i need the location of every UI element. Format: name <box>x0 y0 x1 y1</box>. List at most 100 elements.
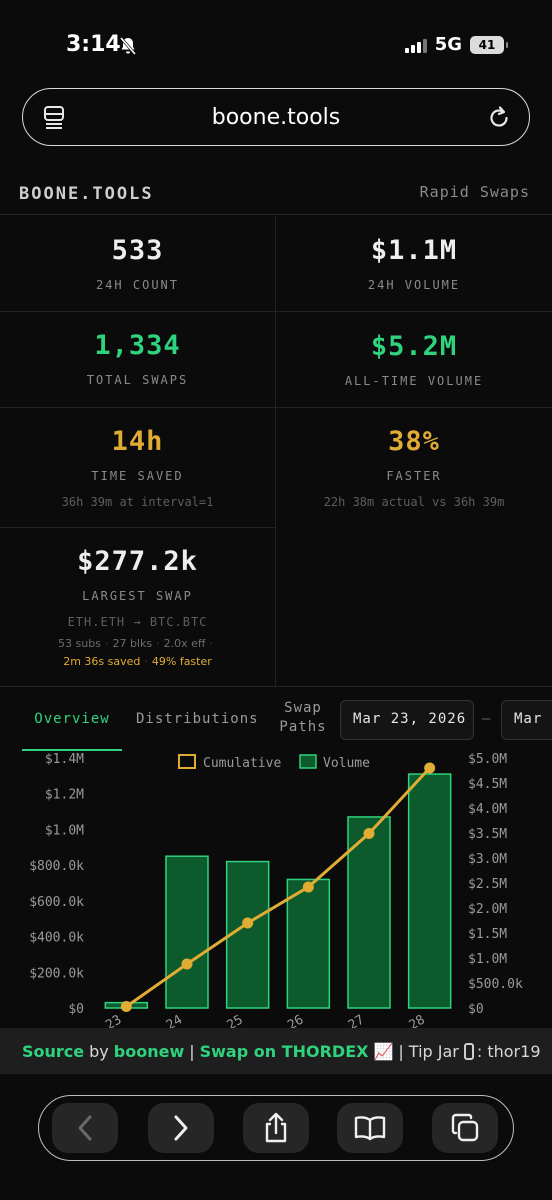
tabs-button[interactable] <box>432 1103 498 1153</box>
y-tick-left: $1.4M <box>45 752 84 767</box>
network-label: 5G <box>434 34 462 55</box>
x-tick: Mar 25 <box>197 1012 245 1028</box>
stat-24h-volume: $1.1M 24H VOLUME <box>276 216 552 312</box>
stat-label: LARGEST SWAP <box>82 589 193 603</box>
swap-savings: 2m 36s saved · 49% faster <box>63 655 212 668</box>
tab-swap-paths-line1: Swap <box>284 700 322 716</box>
swap-blks: 27 blks <box>112 637 153 650</box>
stat-label: 24H VOLUME <box>367 278 461 292</box>
site-brand[interactable]: BOONE.TOOLS <box>19 184 154 204</box>
chevron-right-icon <box>174 1115 188 1141</box>
footer-by: by <box>89 1041 109 1061</box>
stat-hint: 36h 39m at interval=1 <box>61 495 214 509</box>
y-tick-right: $3.5M <box>468 827 507 842</box>
status-bar: 3:14 5G 41 <box>0 0 552 90</box>
site-footer: Source by boonew | Swap on THORDEX 📈 | T… <box>0 1028 552 1074</box>
point-cumulative <box>181 958 193 970</box>
battery-icon: 41 <box>470 35 508 54</box>
stat-value: 14h <box>111 426 164 457</box>
bookmarks-button[interactable] <box>337 1103 403 1153</box>
date-from-input[interactable]: Mar 23, 2026 <box>340 700 474 740</box>
browser-toolbar <box>38 1095 514 1161</box>
tab-distributions[interactable]: Distributions <box>136 711 259 727</box>
x-tick: Mar 28 <box>379 1012 427 1028</box>
chart-svg: Cumulative Volume $0 $200.0k $400.0k $600.0k $… <box>29 752 523 1049</box>
stat-label: TOTAL SWAPS <box>86 373 189 387</box>
site-header: BOONE.TOOLS Rapid Swaps <box>0 170 552 215</box>
reload-icon[interactable] <box>487 104 511 130</box>
tab-swap-paths[interactable]: Swap Paths <box>278 699 328 737</box>
tabs-icon <box>451 1113 479 1142</box>
author-link[interactable]: boonew <box>113 1041 185 1061</box>
point-cumulative <box>424 762 436 774</box>
stat-hint: 22h 38m actual vs 36h 39m <box>323 495 505 509</box>
status-time: 3:14 <box>66 32 121 57</box>
tab-overview[interactable]: Overview <box>22 711 122 751</box>
y-tick-left: $1.2M <box>45 788 84 803</box>
y-tick-right: $500.0k <box>468 977 523 992</box>
bar-volume <box>347 816 391 1009</box>
point-cumulative <box>302 881 314 893</box>
stat-value: $5.2M <box>370 331 458 362</box>
bar-volume <box>165 855 209 1009</box>
thordex-link[interactable]: Swap on THORDEX <box>199 1041 369 1061</box>
stat-label: 24H COUNT <box>95 278 180 292</box>
y-tick-right: $5.0M <box>468 752 507 767</box>
stat-total-swaps: 1,334 TOTAL SWAPS <box>0 312 276 408</box>
legend-swatch-volume <box>299 754 317 769</box>
y-tick-right: $2.5M <box>468 877 507 892</box>
y-tick-left: $400.0k <box>29 931 84 946</box>
back-button[interactable] <box>52 1103 118 1153</box>
site-subtitle: Rapid Swaps <box>419 183 530 201</box>
bar-volume <box>225 860 270 1009</box>
stat-value: 1,334 <box>94 330 181 361</box>
view-tabs: Overview Distributions Swap Paths Mar 23… <box>0 686 552 751</box>
stat-value: $1.1M <box>370 235 458 266</box>
overview-chart: Cumulative Volume $0 $200.0k $400.0k $600.0k $… <box>0 750 552 1049</box>
chevron-left-icon <box>78 1115 92 1141</box>
line-cumulative <box>125 766 431 1008</box>
tip-address[interactable]: : thor19 <box>476 1041 541 1061</box>
bar-volume <box>407 773 452 1009</box>
stat-faster: 38% FASTER 22h 38m actual vs 36h 39m <box>276 408 552 528</box>
stat-value: $277.2k <box>77 546 198 577</box>
stat-largest-swap: $277.2k LARGEST SWAP ETH.ETH → BTC.BTC 5… <box>0 528 276 686</box>
y-tick-right: $2.0M <box>468 902 507 917</box>
y-tick-right: $0 <box>468 1002 484 1017</box>
stat-label: ALL-TIME VOLUME <box>344 374 484 388</box>
book-icon <box>354 1116 386 1141</box>
y-tick-left: $1.0M <box>45 823 84 838</box>
bar-volume <box>286 878 331 1009</box>
phone-icon <box>463 1042 474 1060</box>
point-cumulative <box>120 1001 132 1012</box>
forward-button[interactable] <box>148 1103 214 1153</box>
stat-alltime-volume: $5.2M ALL-TIME VOLUME <box>276 312 552 408</box>
x-tick: Mar 24 <box>137 1012 185 1028</box>
y-tick-left: $800.0k <box>29 859 84 874</box>
footer-sep: | <box>398 1041 404 1061</box>
tip-jar-label: Tip Jar <box>408 1041 459 1061</box>
date-to-input[interactable]: Mar 2 <box>501 700 552 740</box>
share-icon <box>265 1112 287 1143</box>
share-button[interactable] <box>243 1103 309 1153</box>
y-tick-right: $1.0M <box>468 952 507 967</box>
date-separator: – <box>482 711 491 727</box>
y-tick-left: $600.0k <box>29 895 84 910</box>
y-tick-left: $200.0k <box>29 966 84 981</box>
stat-24h-count: 533 24H COUNT <box>0 216 276 312</box>
swap-subs: 53 subs <box>58 637 101 650</box>
x-tick: Mar 26 <box>258 1012 306 1028</box>
stat-value: 38% <box>388 426 440 457</box>
swap-meta: 53 subs · 27 blks · 2.0x eff · <box>58 637 213 650</box>
stat-label: TIME SAVED <box>91 469 184 483</box>
stat-value: 533 <box>111 235 164 266</box>
y-tick-right: $4.0M <box>468 802 507 817</box>
stat-time-saved: 14h TIME SAVED 36h 39m at interval=1 <box>0 408 276 528</box>
page-menu-icon[interactable] <box>43 105 65 129</box>
address-bar[interactable]: boone.tools <box>22 88 530 146</box>
url-text[interactable]: boone.tools <box>211 104 341 130</box>
source-link[interactable]: Source <box>22 1041 85 1061</box>
swap-eff: 2.0x eff <box>163 637 206 650</box>
tab-swap-paths-line2: Paths <box>279 719 327 735</box>
bell-muted-icon <box>119 37 137 55</box>
